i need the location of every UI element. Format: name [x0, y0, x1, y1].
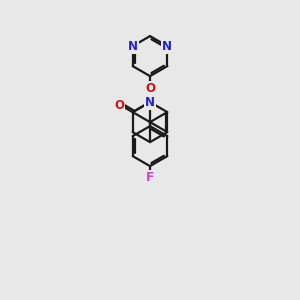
- Text: O: O: [114, 99, 124, 112]
- Text: N: N: [162, 40, 172, 52]
- Text: F: F: [146, 171, 154, 184]
- Text: N: N: [128, 40, 138, 52]
- Text: N: N: [145, 96, 155, 109]
- Text: O: O: [145, 82, 155, 94]
